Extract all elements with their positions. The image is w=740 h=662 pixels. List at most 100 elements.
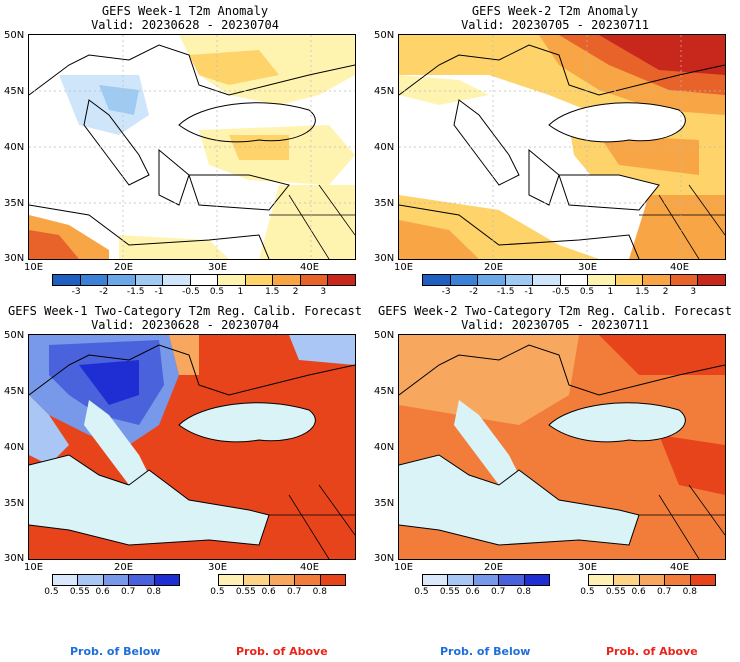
anomaly-colorbar xyxy=(422,274,726,286)
colorbar-swatch xyxy=(478,275,506,285)
colorbar-tick-label: 2 xyxy=(292,287,299,297)
lat-label: 50N xyxy=(4,330,25,341)
colorbar-tick-label: 3 xyxy=(320,287,327,297)
colorbar-tick-label: 0.5 xyxy=(44,587,59,597)
colorbar-tick-label: 0.7 xyxy=(657,587,672,597)
colorbar-tick-label: 0.55 xyxy=(69,587,90,597)
colorbar-tick-label: 0.6 xyxy=(465,587,480,597)
colorbar-tick-label: 1 xyxy=(607,287,614,297)
below-colorbar-ticks: 0.5 0.55 0.6 0.7 0.8 xyxy=(42,587,170,599)
anomaly-colorbar xyxy=(52,274,356,286)
lon-label: 40E xyxy=(670,562,690,573)
colorbar-tick-label: 1.5 xyxy=(265,287,280,297)
below-colorbar-ticks: 0.5 0.55 0.6 0.7 0.8 xyxy=(412,587,540,599)
lat-label: 40N xyxy=(4,142,25,153)
panel-week2-anomaly: GEFS Week-2 T2m Anomaly Valid: 20230705 … xyxy=(370,0,740,300)
above-colorbar-ticks: 0.5 0.55 0.6 0.7 0.8 xyxy=(208,587,336,599)
colorbar-swatch xyxy=(154,575,180,585)
colorbar-tick-label: -0.5 xyxy=(182,287,200,297)
lat-label: 50N xyxy=(374,330,395,341)
panel-week2-probability: GEFS Week-2 Two-Category T2m Reg. Calib.… xyxy=(370,300,740,662)
colorbar-swatch xyxy=(295,575,321,585)
colorbar-tick-label: 0.55 xyxy=(605,587,626,597)
colorbar-tick-label: -3 xyxy=(441,287,451,297)
colorbar-tick-label: 0.5 xyxy=(580,587,595,597)
colorbar-tick-label: -0.5 xyxy=(552,287,570,297)
anomaly-colorbar-ticks: -3 -2 -1.5 -1 -0.5 0.5 1 1.5 2 3 xyxy=(52,287,356,299)
colorbar-swatch xyxy=(448,575,474,585)
colorbar-tick-label: 2 xyxy=(662,287,669,297)
lat-label: 35N xyxy=(374,198,395,209)
lat-label: 45N xyxy=(374,386,395,397)
colorbar-tick-label: 0.8 xyxy=(146,587,161,597)
colorbar-swatch xyxy=(560,275,589,285)
lat-label: 45N xyxy=(4,86,25,97)
colorbar-swatch xyxy=(589,575,615,585)
colorbar-tick-label: -3 xyxy=(71,287,81,297)
probability-map-week2 xyxy=(398,334,726,560)
colorbar-swatch xyxy=(190,275,219,285)
lat-label: 45N xyxy=(374,86,395,97)
colorbar-tick-label: -1.5 xyxy=(126,287,145,297)
lat-label: 50N xyxy=(4,30,25,41)
colorbar-tick-label: 0.5 xyxy=(414,587,429,597)
lon-label: 30E xyxy=(578,562,598,573)
colorbar-tick-label: 3 xyxy=(690,287,697,297)
panel-valid-dates: Valid: 20230705 - 20230711 xyxy=(461,318,649,332)
colorbar-tick-label: 0.7 xyxy=(121,587,136,597)
colorbar-swatch xyxy=(614,575,640,585)
panel-valid-dates: Valid: 20230628 - 20230704 xyxy=(91,318,279,332)
colorbar-swatch xyxy=(300,275,329,285)
lon-label: 30E xyxy=(208,562,228,573)
lon-label: 40E xyxy=(300,262,320,273)
colorbar-tick-label: 0.8 xyxy=(516,587,531,597)
above-colorbar-ticks: 0.5 0.55 0.6 0.7 0.8 xyxy=(578,587,706,599)
lon-label: 10E xyxy=(24,562,44,573)
lon-label: 30E xyxy=(578,262,598,273)
prob-below-label: Prob. of Below xyxy=(440,645,531,658)
lat-label: 40N xyxy=(374,142,395,153)
colorbar-swatch xyxy=(218,275,246,285)
colorbar-swatch xyxy=(665,575,691,585)
colorbar-tick-label: 0.55 xyxy=(235,587,256,597)
colorbar-swatch xyxy=(423,275,451,285)
lon-label: 20E xyxy=(484,262,504,273)
colorbar-swatch xyxy=(643,275,671,285)
above-colorbar xyxy=(218,574,346,586)
colorbar-swatch xyxy=(273,275,301,285)
colorbar-swatch xyxy=(135,275,164,285)
colorbar-tick-label: 0.5 xyxy=(210,587,225,597)
colorbar-swatch xyxy=(244,575,270,585)
panel-title: GEFS Week-2 Two-Category T2m Reg. Calib.… xyxy=(377,304,732,318)
colorbar-tick-label: 0.55 xyxy=(439,587,460,597)
anomaly-map-week2 xyxy=(398,34,726,260)
colorbar-swatch xyxy=(639,575,666,585)
colorbar-tick-label: 0.5 xyxy=(209,287,225,297)
colorbar-tick-label: -2 xyxy=(469,287,479,297)
colorbar-swatch xyxy=(588,275,616,285)
lat-label: 40N xyxy=(374,442,395,453)
panel-valid-dates: Valid: 20230628 - 20230704 xyxy=(91,18,279,32)
colorbar-swatch xyxy=(53,275,81,285)
anomaly-map-week1 xyxy=(28,34,356,260)
colorbar-swatch xyxy=(450,275,479,285)
colorbar-tick-label: -2 xyxy=(99,287,109,297)
panel-title: GEFS Week-1 Two-Category T2m Reg. Calib.… xyxy=(7,304,362,318)
colorbar-swatch xyxy=(473,575,500,585)
lat-label: 35N xyxy=(4,198,25,209)
colorbar-swatch xyxy=(320,575,346,585)
colorbar-tick-label: 1 xyxy=(237,287,244,297)
lat-label: 35N xyxy=(374,498,395,509)
colorbar-tick-label: 0.5 xyxy=(579,287,595,297)
lat-label: 35N xyxy=(4,498,25,509)
colorbar-swatch xyxy=(129,575,155,585)
colorbar-swatch xyxy=(690,575,716,585)
anomaly-colorbar-ticks: -3 -2 -1.5 -1 -0.5 0.5 1 1.5 2 3 xyxy=(422,287,726,299)
lat-label: 30N xyxy=(4,253,25,264)
lon-label: 30E xyxy=(208,262,228,273)
above-colorbar xyxy=(588,574,716,586)
lon-label: 10E xyxy=(394,562,414,573)
colorbar-swatch xyxy=(219,575,245,585)
colorbar-swatch xyxy=(78,575,104,585)
lat-label: 50N xyxy=(374,30,395,41)
